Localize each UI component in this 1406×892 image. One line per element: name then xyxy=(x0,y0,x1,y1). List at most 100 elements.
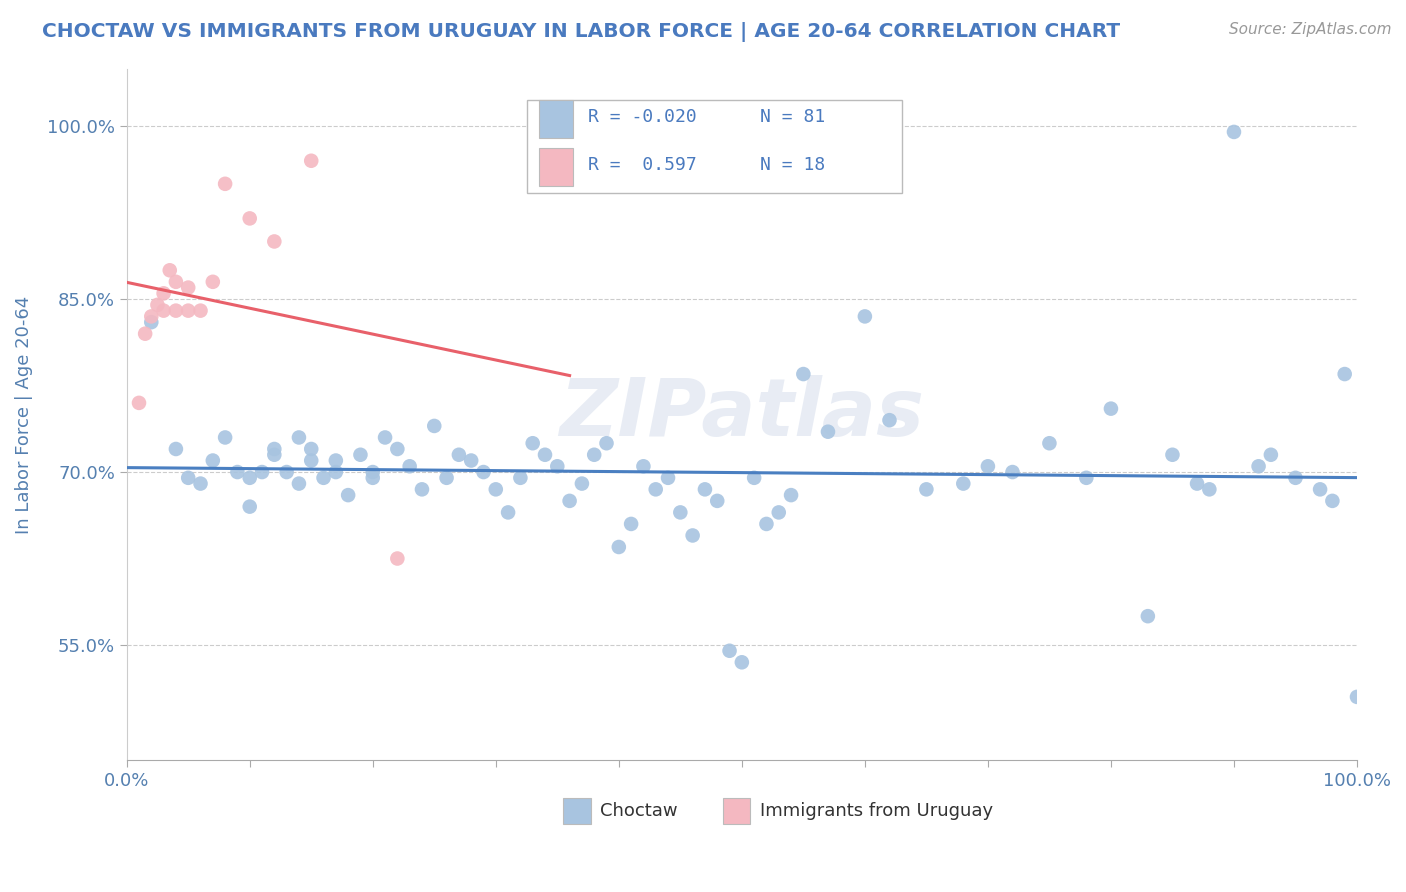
Point xyxy=(165,303,187,318)
Point xyxy=(165,275,187,289)
Point xyxy=(1076,471,1098,485)
Point xyxy=(299,153,322,168)
Point xyxy=(263,235,285,249)
Point xyxy=(706,494,728,508)
Point xyxy=(1247,459,1270,474)
Point xyxy=(1309,483,1331,497)
Point xyxy=(299,453,322,467)
Point xyxy=(214,430,236,444)
Bar xyxy=(538,100,574,137)
Text: N = 81: N = 81 xyxy=(761,108,825,126)
Point xyxy=(780,488,803,502)
Point xyxy=(177,303,200,318)
Point xyxy=(263,442,285,456)
Point xyxy=(423,419,446,434)
Point xyxy=(879,413,901,427)
Text: R = -0.020: R = -0.020 xyxy=(588,108,697,126)
Point xyxy=(742,471,765,485)
Point xyxy=(718,644,741,658)
Point xyxy=(361,465,384,479)
Point xyxy=(337,488,360,502)
Point xyxy=(141,315,163,329)
Point xyxy=(1284,471,1306,485)
Point xyxy=(1099,401,1122,416)
Point xyxy=(159,263,181,277)
Point xyxy=(583,448,606,462)
Point xyxy=(263,448,285,462)
Point xyxy=(485,483,508,497)
Point xyxy=(361,471,384,485)
Point xyxy=(633,459,655,474)
Bar xyxy=(724,797,751,824)
Point xyxy=(387,442,409,456)
Point xyxy=(915,483,938,497)
Point xyxy=(201,275,224,289)
Point xyxy=(657,471,679,485)
Text: Choctaw: Choctaw xyxy=(600,802,678,820)
Point xyxy=(226,465,249,479)
Point xyxy=(325,453,347,467)
Point xyxy=(177,471,200,485)
Point xyxy=(1038,436,1060,450)
Point xyxy=(509,471,531,485)
Point xyxy=(607,540,630,554)
Point xyxy=(595,436,617,450)
Point xyxy=(190,303,212,318)
Point xyxy=(1198,483,1220,497)
Point xyxy=(299,442,322,456)
Point xyxy=(1322,494,1344,508)
Point xyxy=(128,396,150,410)
Point xyxy=(472,465,495,479)
Point xyxy=(1333,367,1355,381)
Point xyxy=(853,310,876,324)
Point xyxy=(201,453,224,467)
Text: CHOCTAW VS IMMIGRANTS FROM URUGUAY IN LABOR FORCE | AGE 20-64 CORRELATION CHART: CHOCTAW VS IMMIGRANTS FROM URUGUAY IN LA… xyxy=(42,22,1121,42)
Text: N = 18: N = 18 xyxy=(761,156,825,174)
Point xyxy=(460,453,482,467)
Point xyxy=(447,448,470,462)
Point xyxy=(214,177,236,191)
Point xyxy=(755,516,778,531)
Point xyxy=(1161,448,1184,462)
Point xyxy=(977,459,1000,474)
Point xyxy=(239,211,262,226)
Text: Immigrants from Uruguay: Immigrants from Uruguay xyxy=(761,802,994,820)
Point xyxy=(250,465,273,479)
Point xyxy=(558,494,581,508)
Point xyxy=(374,430,396,444)
Point xyxy=(141,310,163,324)
Point xyxy=(1185,476,1208,491)
Text: R =  0.597: R = 0.597 xyxy=(588,156,697,174)
Point xyxy=(792,367,814,381)
Point xyxy=(693,483,716,497)
Point xyxy=(146,298,169,312)
Point xyxy=(496,505,519,519)
Point xyxy=(349,448,371,462)
Point xyxy=(288,430,311,444)
Point xyxy=(325,465,347,479)
Point xyxy=(768,505,790,519)
Point xyxy=(731,655,754,669)
Point xyxy=(1001,465,1024,479)
Point xyxy=(682,528,704,542)
Point xyxy=(190,476,212,491)
FancyBboxPatch shape xyxy=(526,100,901,193)
Point xyxy=(177,280,200,294)
Point xyxy=(312,471,335,485)
Point xyxy=(620,516,643,531)
Point xyxy=(288,476,311,491)
Point xyxy=(276,465,298,479)
Point xyxy=(952,476,974,491)
Y-axis label: In Labor Force | Age 20-64: In Labor Force | Age 20-64 xyxy=(15,295,32,533)
Point xyxy=(411,483,433,497)
Point xyxy=(134,326,156,341)
Point xyxy=(1260,448,1282,462)
Point xyxy=(436,471,458,485)
Point xyxy=(669,505,692,519)
Point xyxy=(239,500,262,514)
Point xyxy=(1223,125,1246,139)
Point xyxy=(387,551,409,566)
Point xyxy=(644,483,666,497)
Point xyxy=(571,476,593,491)
Point xyxy=(522,436,544,450)
